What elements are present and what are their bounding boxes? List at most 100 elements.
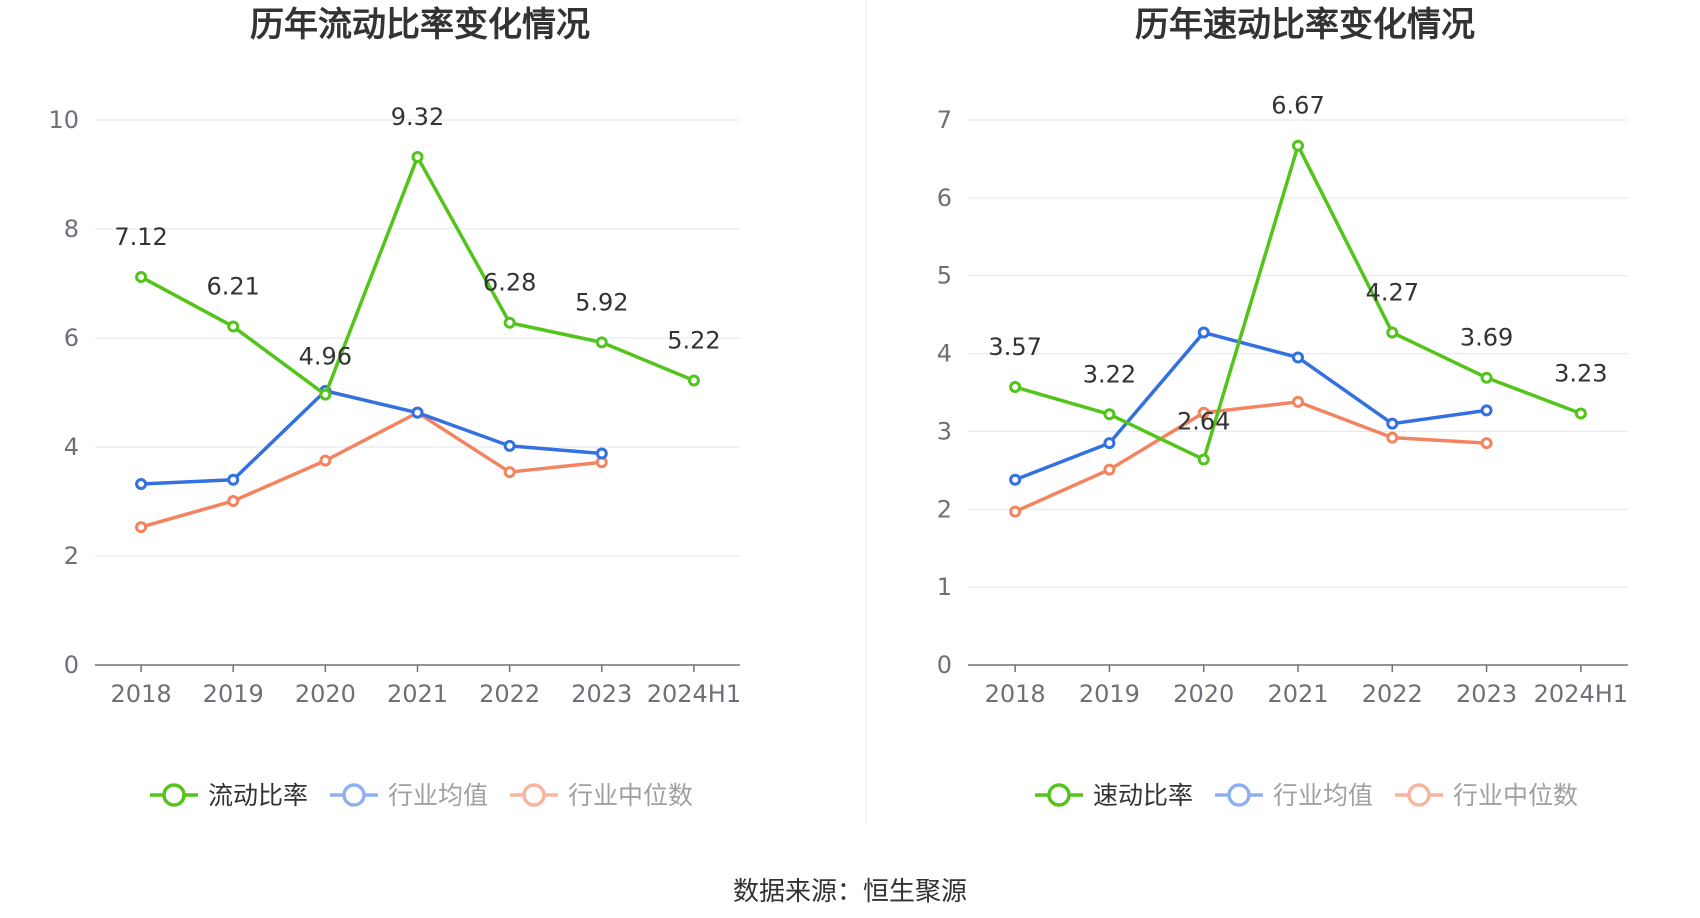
data-point [1009,505,1022,518]
x-tick-label: 2022 [1362,680,1423,708]
legend-label: 行业中位数 [1453,781,1578,810]
x-tick-label: 2018 [111,680,172,708]
series-line-行业均值 [1014,330,1487,482]
x-tick-label: 2021 [1267,680,1328,708]
x-tick-label: 2018 [985,680,1046,708]
data-point [319,454,332,467]
data-point [319,388,332,401]
y-tick-label: 3 [937,417,952,445]
y-tick-label: 4 [937,340,952,368]
data-point [503,466,516,479]
data-label: 2.64 [1177,407,1230,435]
data-point [1480,437,1493,450]
x-tick-label: 2024H1 [647,680,741,708]
x-tick-label: 2019 [203,680,264,708]
legend-item: 行业中位数 [510,781,693,810]
legend-label: 行业均值 [1273,781,1373,810]
data-label: 5.92 [575,288,628,316]
x-tick-label: 2024H1 [1534,680,1628,708]
x-tick-label: 2020 [295,680,356,708]
data-point [1103,437,1116,450]
data-label: 6.28 [483,269,536,297]
legend-label: 速动比率 [1093,781,1193,810]
y-tick-label: 7 [937,106,952,134]
data-label: 9.32 [391,103,444,131]
y-tick-label: 6 [937,184,952,212]
data-point [1480,371,1493,384]
data-point [227,320,240,333]
data-point [1292,351,1304,364]
y-tick-label: 8 [64,215,79,243]
data-point [227,494,240,507]
data-point [595,447,608,460]
data-point [1386,431,1399,444]
data-label: 3.57 [988,333,1041,361]
chart-title: 历年速动比率变化情况 [1135,5,1475,45]
data-point [595,336,608,349]
data-point [1197,326,1210,339]
x-tick-label: 2023 [571,680,632,708]
x-tick-label: 2021 [387,680,448,708]
data-label: 4.96 [299,343,352,371]
data-point [1386,326,1399,339]
data-point [135,270,148,283]
data-label: 7.12 [114,223,167,251]
x-tick-label: 2022 [479,680,540,708]
legend-marker [1407,783,1431,807]
data-point [411,151,424,164]
legend-item: 流动比率 [150,781,308,810]
chart-title: 历年流动比率变化情况 [250,5,590,45]
data-label: 5.22 [667,327,720,355]
data-label: 4.27 [1366,279,1419,307]
legend-label: 行业均值 [388,781,488,810]
legend-marker [1047,783,1071,807]
data-point [1292,139,1304,152]
data-label: 3.22 [1083,360,1136,388]
data-point [411,406,424,419]
legend-label: 流动比率 [208,781,308,810]
data-point [1009,381,1022,394]
x-tick-label: 2023 [1456,680,1517,708]
data-point [1292,395,1304,408]
data-point [503,316,516,329]
chart-2: 历年速动比率变化情况 0 1 2 3 4 5 6 7 2018 2019 2020 2021 2022 20… [937,5,1628,810]
data-point [1103,463,1116,476]
y-tick-label: 10 [48,106,79,134]
legend-item: 行业中位数 [1395,781,1578,810]
data-point [1197,406,1210,419]
series-line-速动比率 [1014,143,1582,462]
data-point [135,478,148,491]
data-label: 6.67 [1271,92,1324,120]
data-point [1009,473,1022,486]
legend-item: 速动比率 [1035,781,1193,810]
y-tick-label: 2 [937,495,952,523]
y-tick-label: 4 [64,433,79,461]
data-point [503,439,516,452]
y-tick-label: 1 [937,573,952,601]
legend-item: 行业均值 [330,781,488,810]
data-label: 6.21 [206,273,259,301]
data-label: 3.69 [1460,324,1513,352]
legend-item: 行业均值 [1215,781,1373,810]
data-point [687,374,700,387]
data-point [1103,408,1116,421]
x-tick-label: 2020 [1173,680,1234,708]
legend-marker [1227,783,1251,807]
data-point [1574,407,1587,420]
series-line-行业均值 [140,389,602,486]
y-tick-label: 6 [64,324,79,352]
series-line-行业中位数 [1014,400,1487,514]
data-point [135,521,148,534]
legend-marker [162,783,186,807]
y-tick-label: 5 [937,262,952,290]
data-point [1386,417,1399,430]
y-tick-label: 0 [64,651,79,679]
legend-marker [522,783,546,807]
y-tick-label: 0 [937,651,952,679]
legend-marker [342,783,366,807]
data-point [227,473,240,486]
data-point [1480,404,1493,417]
x-tick-label: 2019 [1079,680,1140,708]
series-line-行业中位数 [140,410,602,529]
